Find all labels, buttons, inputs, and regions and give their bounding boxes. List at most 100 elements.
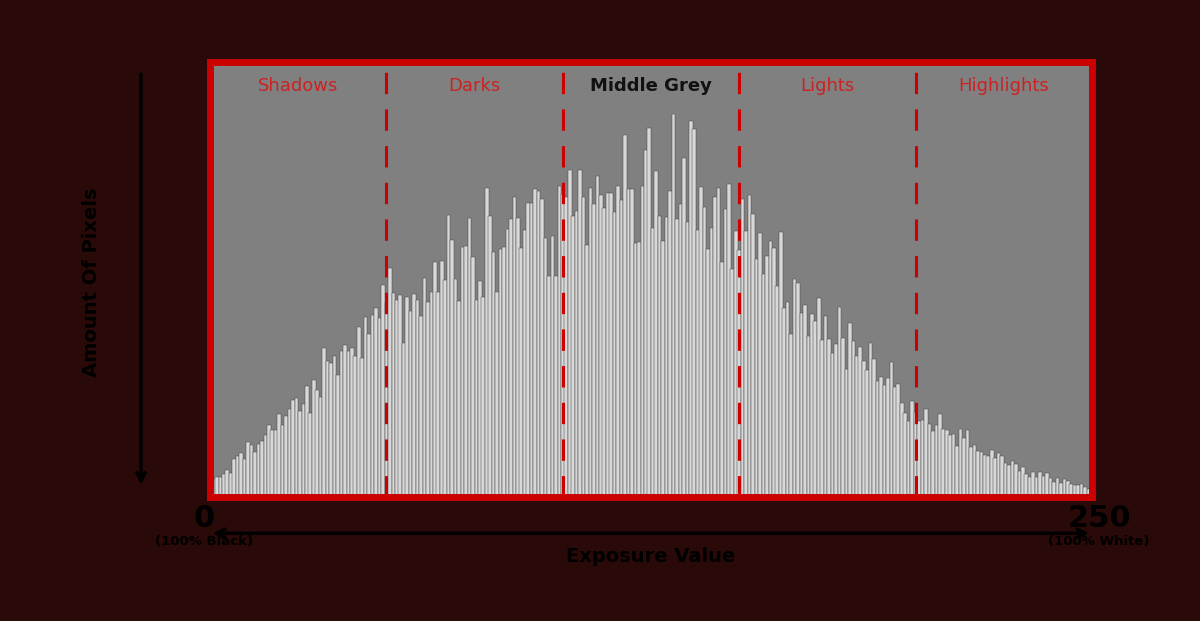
Bar [222, 474, 226, 497]
Bar [997, 453, 1001, 497]
Bar [388, 268, 391, 497]
Bar [236, 456, 240, 497]
Bar [472, 256, 475, 497]
Bar [911, 401, 914, 497]
Bar [319, 397, 323, 497]
Bar [676, 219, 679, 497]
Bar [409, 310, 413, 497]
Bar [869, 343, 872, 497]
Bar [496, 292, 499, 497]
Bar [336, 374, 340, 497]
Bar [904, 413, 907, 497]
Bar [641, 186, 644, 497]
Bar [810, 314, 814, 497]
Bar [325, 361, 330, 497]
Bar [406, 297, 409, 497]
Bar [533, 189, 536, 497]
Bar [266, 425, 271, 497]
Bar [1076, 486, 1080, 497]
Bar [312, 379, 316, 497]
Bar [955, 446, 959, 497]
Bar [527, 202, 530, 497]
Bar [935, 425, 938, 497]
Bar [382, 286, 385, 497]
Bar [889, 362, 893, 497]
Bar [727, 184, 731, 497]
Bar [551, 236, 554, 497]
Bar [554, 276, 558, 497]
Bar [924, 409, 928, 497]
Bar [944, 430, 948, 497]
Bar [740, 199, 744, 497]
Bar [654, 171, 658, 497]
Bar [634, 243, 637, 497]
Bar [1042, 476, 1045, 497]
Bar [748, 194, 751, 497]
Bar [301, 404, 305, 497]
Bar [731, 269, 734, 497]
Bar [637, 242, 641, 497]
Bar [1014, 464, 1018, 497]
Bar [430, 291, 433, 497]
Bar [461, 247, 464, 497]
Bar [619, 200, 624, 497]
Bar [762, 274, 766, 497]
Bar [758, 233, 762, 497]
Bar [716, 188, 720, 497]
Bar [502, 247, 506, 497]
Bar [928, 424, 931, 497]
Bar [814, 321, 817, 497]
Bar [560, 194, 565, 497]
Bar [575, 211, 578, 497]
Bar [803, 306, 806, 497]
Bar [883, 385, 887, 497]
Bar [602, 208, 606, 497]
Bar [437, 292, 440, 497]
Bar [751, 214, 755, 497]
Bar [1060, 483, 1063, 497]
Bar [1010, 461, 1014, 497]
Bar [709, 228, 713, 497]
Bar [478, 281, 481, 497]
Bar [395, 301, 398, 497]
Bar [520, 248, 523, 497]
Bar [509, 219, 512, 497]
Bar [426, 302, 430, 497]
Bar [354, 356, 358, 497]
Bar [845, 369, 848, 497]
Bar [589, 188, 593, 497]
Bar [1080, 484, 1084, 497]
Text: Shadows: Shadows [258, 77, 338, 95]
Bar [952, 433, 955, 497]
Bar [208, 484, 212, 497]
Bar [329, 363, 332, 497]
Bar [685, 222, 689, 497]
Bar [834, 344, 838, 497]
Bar [893, 387, 896, 497]
Bar [1090, 489, 1094, 497]
Bar [920, 420, 924, 497]
Bar [1069, 484, 1073, 497]
Bar [896, 384, 900, 497]
Bar [364, 317, 367, 497]
Bar [782, 308, 786, 497]
Bar [793, 279, 797, 497]
Bar [696, 230, 700, 497]
Bar [1028, 477, 1032, 497]
Bar [422, 278, 426, 497]
Bar [547, 276, 551, 497]
Bar [790, 333, 793, 497]
Bar [440, 261, 444, 497]
Bar [253, 452, 257, 497]
Bar [516, 219, 520, 497]
Bar [806, 335, 810, 497]
Bar [734, 231, 738, 497]
Bar [658, 215, 661, 497]
Bar [862, 361, 865, 497]
Bar [1018, 471, 1021, 497]
Bar [530, 202, 534, 497]
Bar [415, 300, 419, 497]
Text: (100% White): (100% White) [1049, 535, 1150, 548]
Bar [446, 215, 450, 497]
Bar [817, 299, 821, 497]
